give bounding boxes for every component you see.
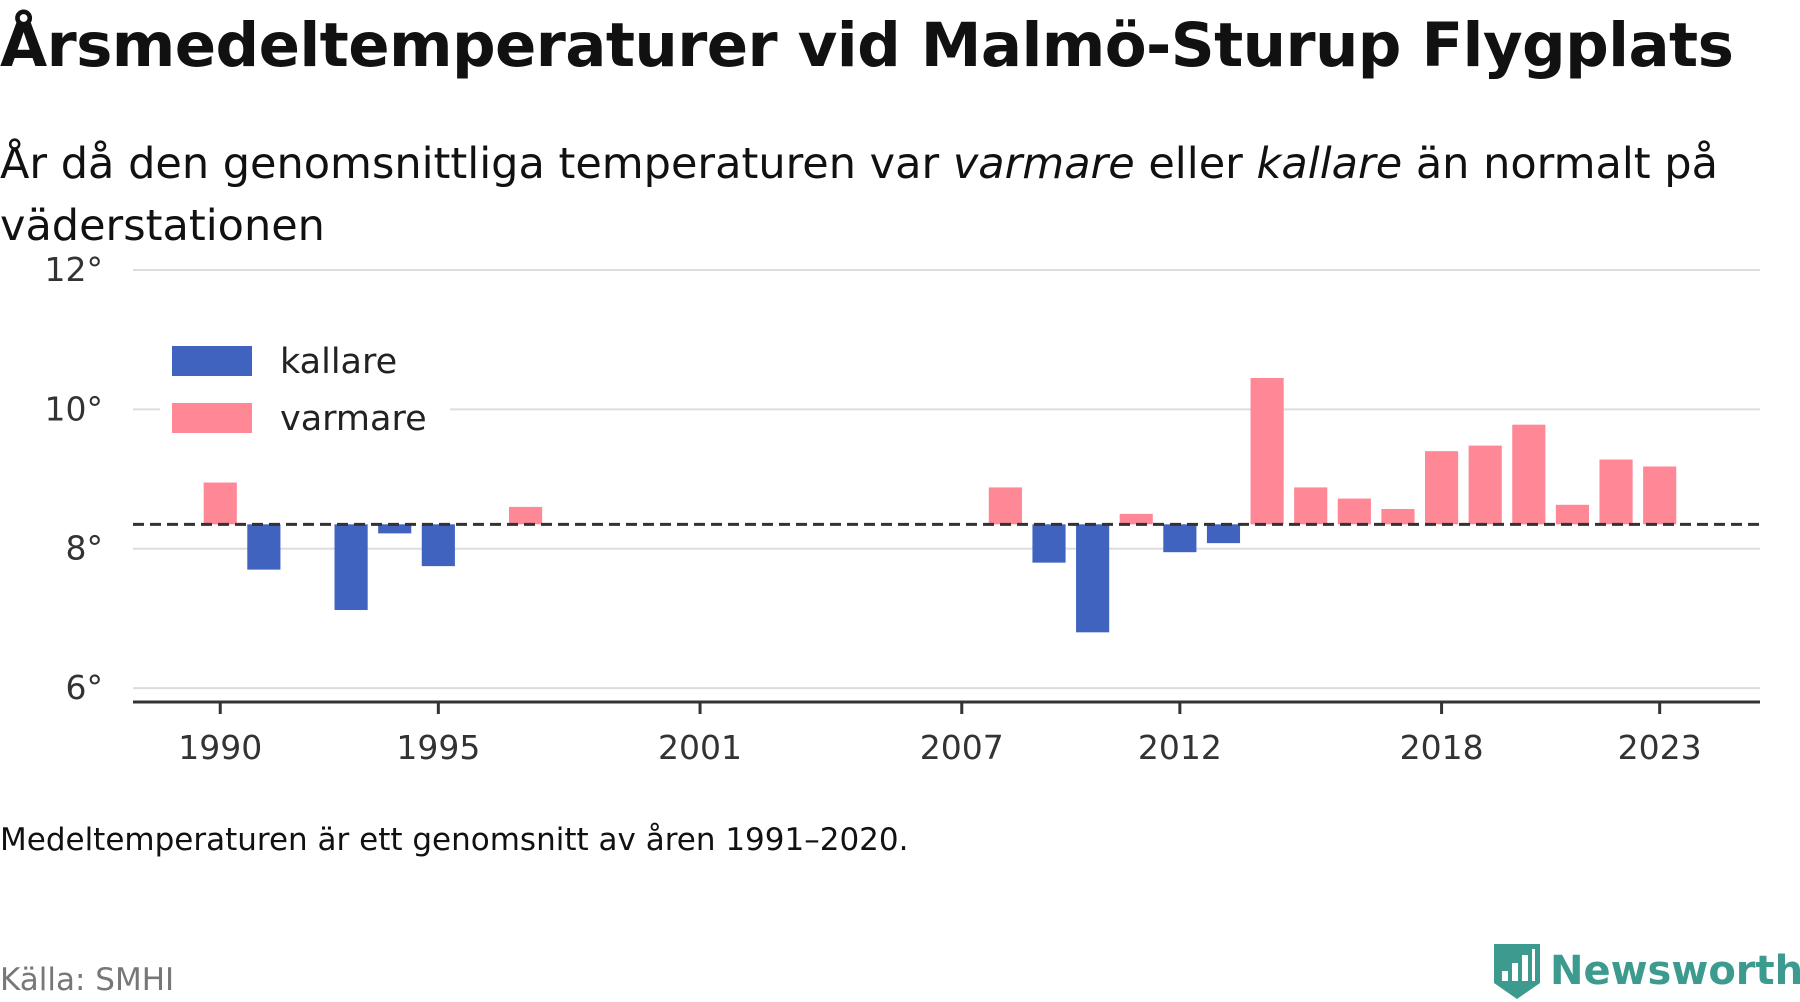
bar-2011	[1119, 513, 1153, 525]
y-tick-label: 6°	[66, 668, 104, 707]
bar-2014	[1250, 378, 1284, 525]
bars	[203, 378, 1677, 633]
chart-subtitle: År då den genomsnittliga temperaturen va…	[0, 133, 1780, 257]
x-axis: 1990 1995 2001 2007 2012 2018 2023	[133, 700, 1760, 767]
bar-2022	[1599, 459, 1633, 525]
subtitle-text-2: eller	[1134, 139, 1257, 189]
x-tick-label: 2007	[920, 728, 1004, 767]
bar-2009	[1032, 524, 1066, 563]
bar-2017	[1381, 508, 1415, 525]
subtitle-cold-word: kallare	[1256, 139, 1403, 189]
newsworthy-logo-icon	[1494, 944, 1540, 999]
bar-2012	[1163, 524, 1197, 553]
brand-name: Newsworthy	[1550, 948, 1800, 994]
bar-1997	[508, 506, 543, 525]
y-tick-label: 12°	[45, 250, 104, 289]
bar-2019	[1468, 445, 1502, 525]
bar-2018	[1425, 451, 1459, 525]
x-tick-label: 1990	[178, 728, 262, 767]
bar-2020	[1512, 424, 1546, 525]
x-tick-label: 2012	[1138, 728, 1222, 767]
x-tick-label: 2001	[658, 728, 742, 767]
subtitle-text-1: År då den genomsnittliga temperaturen va…	[0, 139, 953, 189]
bar-1995	[421, 524, 455, 567]
chart-note: Medeltemperaturen är ett genomsnitt av å…	[0, 822, 909, 858]
legend-swatch-varmare	[172, 403, 252, 433]
bar-1994	[378, 524, 412, 534]
subtitle-text-3: än normalt på väderstationen	[0, 139, 1718, 251]
source-label: Källa: SMHI	[0, 962, 175, 998]
x-tick-label: 2018	[1400, 728, 1484, 767]
bar-2023	[1643, 466, 1677, 525]
chart-title: Årsmedeltemperaturer vid Malmö-Sturup Fl…	[0, 10, 1734, 81]
brand-logo: Newsworthy	[1492, 940, 1800, 1002]
bar-1991	[247, 524, 281, 570]
y-tick-label: 10°	[45, 389, 104, 428]
legend-swatch-kallare	[172, 346, 252, 376]
x-tick-label: 1995	[396, 728, 480, 767]
temperature-bar-chart: 6°8°10°12° 1990 1995 2001 2007 2012 2018 2023 …	[45, 250, 1760, 767]
legend-label-kallare: kallare	[280, 342, 397, 382]
legend: kallare varmare	[160, 330, 450, 450]
bar-2016	[1337, 498, 1371, 525]
y-axis-labels: 6° 8° 10° 12°	[45, 250, 104, 707]
legend-label-varmare: varmare	[280, 399, 427, 439]
bar-2021	[1555, 504, 1590, 525]
bar-2015	[1294, 487, 1328, 525]
bar-2013	[1206, 524, 1241, 544]
bar-2008	[988, 487, 1022, 525]
y-tick-label: 8°	[66, 529, 104, 568]
x-tick-label: 2023	[1618, 728, 1702, 767]
bar-1990	[203, 482, 237, 525]
subtitle-warm-word: varmare	[952, 139, 1135, 189]
bar-1993	[334, 524, 368, 611]
bar-2010	[1076, 524, 1110, 633]
